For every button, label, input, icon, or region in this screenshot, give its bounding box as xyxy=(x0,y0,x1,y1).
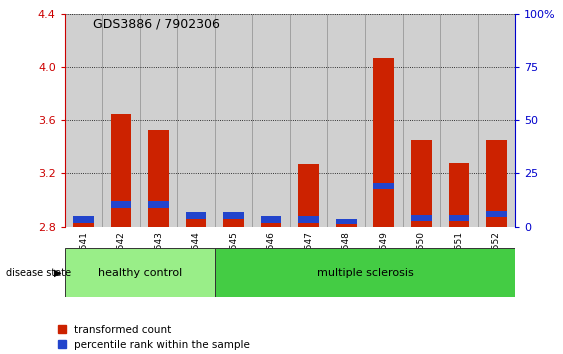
Bar xyxy=(298,216,319,223)
Bar xyxy=(298,164,319,227)
Bar xyxy=(486,140,507,227)
Bar xyxy=(365,14,403,227)
Bar xyxy=(111,201,131,208)
Bar xyxy=(411,215,432,221)
Bar xyxy=(215,248,515,297)
Bar xyxy=(111,114,131,227)
Bar xyxy=(486,211,507,217)
Bar xyxy=(186,212,207,227)
Bar xyxy=(215,14,252,227)
Text: disease state: disease state xyxy=(6,268,71,278)
Bar xyxy=(373,183,394,189)
Text: multiple sclerosis: multiple sclerosis xyxy=(316,268,413,278)
Bar xyxy=(148,130,169,227)
Bar xyxy=(261,216,282,223)
Bar xyxy=(290,14,328,227)
Bar xyxy=(440,14,477,227)
Text: healthy control: healthy control xyxy=(98,268,182,278)
Legend: transformed count, percentile rank within the sample: transformed count, percentile rank withi… xyxy=(53,320,254,354)
Bar xyxy=(65,248,215,297)
Bar xyxy=(224,212,244,227)
Bar xyxy=(449,163,469,227)
Bar xyxy=(261,223,282,227)
Bar xyxy=(102,14,140,227)
Bar xyxy=(186,212,207,219)
Bar xyxy=(73,216,94,223)
Text: ▶: ▶ xyxy=(55,268,62,278)
Bar xyxy=(477,14,515,227)
Bar xyxy=(148,201,169,208)
Bar xyxy=(373,58,394,227)
Bar xyxy=(336,223,356,227)
Bar xyxy=(177,14,215,227)
Bar xyxy=(224,212,244,219)
Bar xyxy=(140,14,177,227)
Bar xyxy=(449,215,469,221)
Bar xyxy=(336,219,356,224)
Bar xyxy=(252,14,290,227)
Text: GDS3886 / 7902306: GDS3886 / 7902306 xyxy=(93,18,220,31)
Bar xyxy=(73,218,94,227)
Bar xyxy=(328,14,365,227)
Bar xyxy=(411,140,432,227)
Bar xyxy=(403,14,440,227)
Bar xyxy=(65,14,102,227)
